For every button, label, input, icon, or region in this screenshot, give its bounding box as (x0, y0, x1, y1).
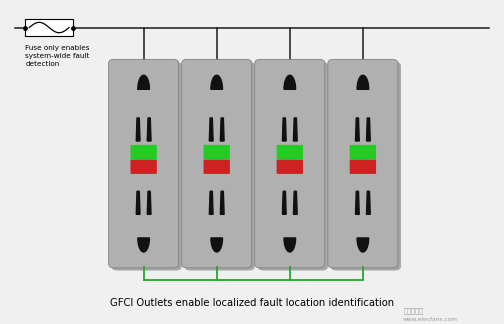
FancyBboxPatch shape (204, 145, 230, 159)
FancyBboxPatch shape (331, 62, 401, 271)
Polygon shape (355, 118, 359, 141)
Polygon shape (147, 118, 151, 141)
Polygon shape (147, 191, 151, 214)
Polygon shape (293, 118, 297, 141)
FancyBboxPatch shape (255, 59, 325, 268)
Polygon shape (284, 238, 295, 252)
Polygon shape (355, 191, 359, 214)
FancyBboxPatch shape (350, 159, 376, 174)
Polygon shape (211, 238, 222, 252)
FancyBboxPatch shape (258, 62, 328, 271)
FancyBboxPatch shape (277, 159, 303, 174)
FancyBboxPatch shape (204, 159, 230, 174)
Text: www.elecfans.com: www.elecfans.com (403, 317, 458, 322)
Polygon shape (357, 75, 368, 89)
Polygon shape (209, 118, 213, 141)
FancyBboxPatch shape (184, 62, 255, 271)
Polygon shape (136, 191, 140, 214)
Polygon shape (284, 75, 295, 89)
Bar (25, 19, 73, 36)
Polygon shape (220, 118, 224, 141)
FancyBboxPatch shape (277, 145, 303, 159)
FancyBboxPatch shape (328, 59, 398, 268)
Polygon shape (138, 75, 149, 89)
Polygon shape (293, 191, 297, 214)
Polygon shape (366, 118, 370, 141)
Polygon shape (209, 191, 213, 214)
Polygon shape (282, 191, 286, 214)
FancyBboxPatch shape (108, 59, 178, 268)
Polygon shape (136, 118, 140, 141)
FancyBboxPatch shape (350, 145, 376, 159)
Text: Fuse only enables
system-wide fault
detection: Fuse only enables system-wide fault dete… (25, 45, 90, 67)
Polygon shape (282, 118, 286, 141)
Polygon shape (366, 191, 370, 214)
FancyBboxPatch shape (131, 159, 157, 174)
Polygon shape (211, 75, 222, 89)
Text: GFCI Outlets enable localized fault location identification: GFCI Outlets enable localized fault loca… (110, 298, 394, 308)
FancyBboxPatch shape (181, 59, 251, 268)
Polygon shape (138, 238, 149, 252)
FancyBboxPatch shape (131, 145, 157, 159)
Polygon shape (357, 238, 368, 252)
FancyBboxPatch shape (111, 62, 181, 271)
Text: 电子发烧友: 电子发烧友 (403, 308, 423, 314)
Polygon shape (220, 191, 224, 214)
